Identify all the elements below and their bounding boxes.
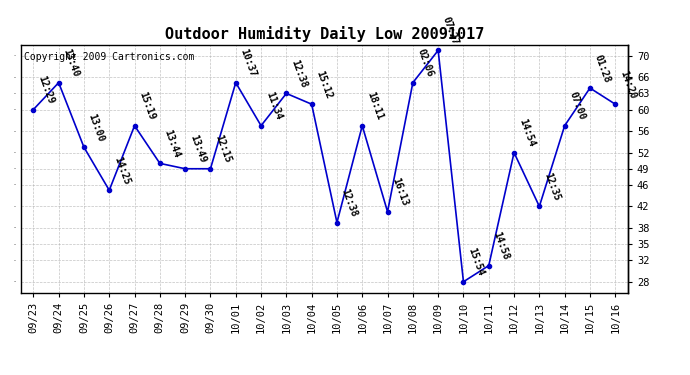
Text: 07:27: 07:27 [441, 15, 460, 46]
Text: 11:34: 11:34 [264, 90, 284, 122]
Text: 14:58: 14:58 [491, 230, 511, 261]
Text: 18:11: 18:11 [365, 90, 384, 122]
Text: 15:19: 15:19 [137, 90, 157, 122]
Text: 13:00: 13:00 [87, 112, 106, 143]
Text: 07:00: 07:00 [567, 90, 587, 122]
Text: Copyright 2009 Cartronics.com: Copyright 2009 Cartronics.com [23, 53, 194, 62]
Text: 14:54: 14:54 [517, 117, 536, 148]
Text: 12:35: 12:35 [542, 171, 562, 202]
Text: 12:38: 12:38 [339, 188, 359, 218]
Text: 02:06: 02:06 [415, 48, 435, 78]
Text: 12:29: 12:29 [36, 74, 56, 105]
Text: 16:13: 16:13 [391, 177, 410, 208]
Text: 12:38: 12:38 [289, 58, 308, 89]
Text: 13:49: 13:49 [188, 134, 208, 165]
Text: 14:20: 14:20 [618, 69, 638, 100]
Text: 01:28: 01:28 [593, 53, 612, 84]
Text: 13:40: 13:40 [61, 48, 81, 78]
Text: 13:44: 13:44 [163, 128, 182, 159]
Title: Outdoor Humidity Daily Low 20091017: Outdoor Humidity Daily Low 20091017 [165, 27, 484, 42]
Text: 14:25: 14:25 [112, 155, 132, 186]
Text: 10:37: 10:37 [239, 48, 258, 78]
Text: 12:15: 12:15 [213, 134, 233, 165]
Text: 15:12: 15:12 [315, 69, 334, 100]
Text: 15:54: 15:54 [466, 246, 486, 278]
